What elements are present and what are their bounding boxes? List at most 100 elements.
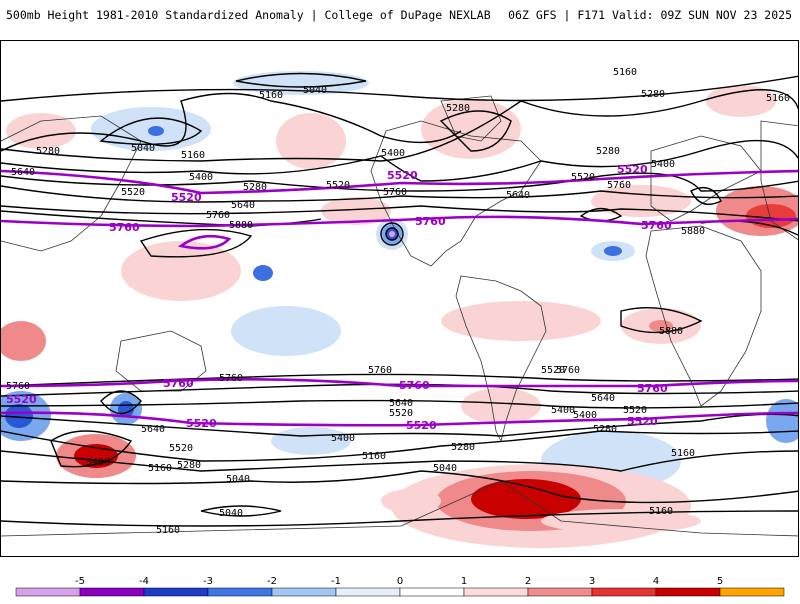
- anomaly-positive-scandinavia: [706, 85, 776, 117]
- contour-5520-north: [1, 172, 798, 192]
- bold-label-5760: 5760: [163, 377, 194, 390]
- label-5640: 5640: [231, 200, 255, 211]
- label-5280: 5280: [593, 424, 617, 435]
- colorbar-tick-label: -3: [203, 576, 213, 587]
- bold-label-5520: 5520: [6, 393, 37, 406]
- contour-5640-north: [1, 185, 798, 203]
- contour-5160-ribbon-a: [1, 92, 462, 152]
- bold-contour-5520-north: [1, 169, 798, 195]
- colorbar-tick-label: 4: [653, 576, 659, 587]
- contour-5040-south: [1, 470, 798, 504]
- label-5280: 5280: [177, 460, 201, 471]
- label-5520: 5520: [121, 187, 145, 198]
- colorbar-tick-label: -4: [139, 576, 149, 587]
- label-5040: 5040: [131, 143, 155, 154]
- bold-contour-labels: 5520 5520 5520 5760 5760 5760 5760 5760 …: [6, 163, 672, 432]
- anomaly-positive-indian-west: [1, 321, 46, 361]
- colorbar-tick-label: 5: [717, 576, 723, 587]
- label-5040: 5040: [226, 474, 250, 485]
- label-5520: 5520: [541, 365, 565, 376]
- bold-label-5520: 5520: [617, 163, 648, 176]
- bold-contour-5880-closed: [177, 234, 232, 250]
- contour-closed-europe: [690, 187, 722, 205]
- bold-contour-5760-south: [1, 378, 798, 388]
- bold-label-5520: 5520: [171, 191, 202, 204]
- colorbar-tick-label: 3: [589, 576, 595, 587]
- label-5640: 5640: [506, 190, 530, 201]
- label-5160: 5160: [181, 150, 205, 161]
- model-run-info: 06Z GFS | F171 Valid: 09Z SUN NOV 23 202…: [508, 8, 792, 22]
- contour-5400-south: [1, 413, 798, 437]
- label-5880: 5880: [659, 326, 683, 337]
- label-5760: 5760: [206, 210, 230, 221]
- anomaly-negative-pacific-small: [253, 265, 273, 281]
- colorbar-swatch: [399, 587, 465, 597]
- label-5520: 5520: [571, 172, 595, 183]
- contour-5160-north: [1, 75, 798, 102]
- label-5280: 5280: [446, 103, 470, 114]
- anomaly-positive-s-pacific-east: [461, 388, 541, 424]
- bold-label-5760: 5760: [415, 215, 446, 228]
- colorbar-swatch: [207, 587, 273, 597]
- greenland-outline: [440, 95, 502, 142]
- contour-5040-nw-pacific: [99, 117, 203, 146]
- bold-label-5520: 5520: [627, 415, 658, 428]
- label-5760: 5760: [219, 373, 243, 384]
- contour-5520-south: [1, 399, 798, 409]
- label-5160: 5160: [671, 448, 695, 459]
- label-5760: 5760: [368, 365, 392, 376]
- contour-closed-cutoff: [380, 222, 404, 246]
- anomaly-positive-antarctic-east: [541, 509, 701, 533]
- contour-5040-closed-south: [200, 505, 282, 517]
- anomaly-map[interactable]: 5160 5160 5040 5280 5280 5160 5040 5280 …: [0, 40, 799, 557]
- colorbar-swatch: [655, 587, 721, 597]
- colorbar-canvas: -5 -4 -3 -2 -1 0 1 2 3 4 5: [15, 576, 785, 597]
- label-5280: 5280: [451, 442, 475, 453]
- anomaly-positive-w-pacific: [121, 241, 241, 301]
- colorbar-tick-label: -2: [267, 576, 277, 587]
- label-5040: 5040: [219, 508, 243, 519]
- contour-5400-north: [1, 139, 798, 182]
- height-contours: [1, 72, 798, 527]
- south-america-outline: [455, 275, 547, 443]
- bold-label-5760: 5760: [641, 219, 672, 232]
- bold-label-5760: 5760: [637, 382, 668, 395]
- anomaly-negative-east-edge: [766, 399, 798, 443]
- bold-contours: [1, 169, 798, 427]
- anomaly-negative-atlantic-core: [604, 246, 622, 256]
- anomaly-colorbar: -5 -4 -3 -2 -1 0 1 2 3 4 5: [0, 572, 800, 600]
- bold-label-5760: 5760: [399, 379, 430, 392]
- label-5280: 5280: [36, 146, 60, 157]
- label-5400: 5400: [551, 405, 575, 416]
- label-5880: 5880: [681, 226, 705, 237]
- label-5520: 5520: [326, 180, 350, 191]
- anomaly-positive-ne-pacific: [321, 197, 391, 225]
- label-5400: 5400: [651, 159, 675, 170]
- label-5400: 5400: [86, 457, 110, 468]
- label-5640: 5640: [591, 393, 615, 404]
- contour-5040-arctic: [235, 72, 367, 88]
- anomaly-positive-antarctic-core: [471, 479, 581, 519]
- colorbar-swatches: [15, 587, 785, 597]
- label-5640: 5640: [11, 167, 35, 178]
- label-5280: 5280: [641, 89, 665, 100]
- map-title: 500mb Height 1981-2010 Standardized Anom…: [6, 8, 491, 22]
- contour-labels: 5160 5160 5040 5280 5280 5160 5040 5280 …: [6, 67, 790, 536]
- label-5760: 5760: [607, 180, 631, 191]
- anomaly-negative-cutoff-core: [389, 231, 395, 237]
- anomaly-positive-antarctic-west: [381, 489, 441, 513]
- label-5760: 5760: [6, 381, 30, 392]
- bold-label-5760: 5760: [109, 221, 140, 234]
- label-5520: 5520: [169, 443, 193, 454]
- anomaly-negative-s-pacific-south: [271, 427, 351, 455]
- colorbar-swatch: [591, 587, 657, 597]
- contour-5280-greenland: [439, 110, 512, 152]
- colorbar-tick-label: 1: [461, 576, 467, 587]
- label-5160: 5160: [148, 463, 172, 474]
- anomaly-negative-arctic: [233, 71, 369, 95]
- anomaly-negative-s-pacific: [231, 306, 341, 356]
- anomaly-positive-greenland: [421, 99, 521, 159]
- contour-5640-south: [1, 383, 798, 397]
- label-5160: 5160: [362, 451, 386, 462]
- contour-5280-north: [1, 89, 798, 162]
